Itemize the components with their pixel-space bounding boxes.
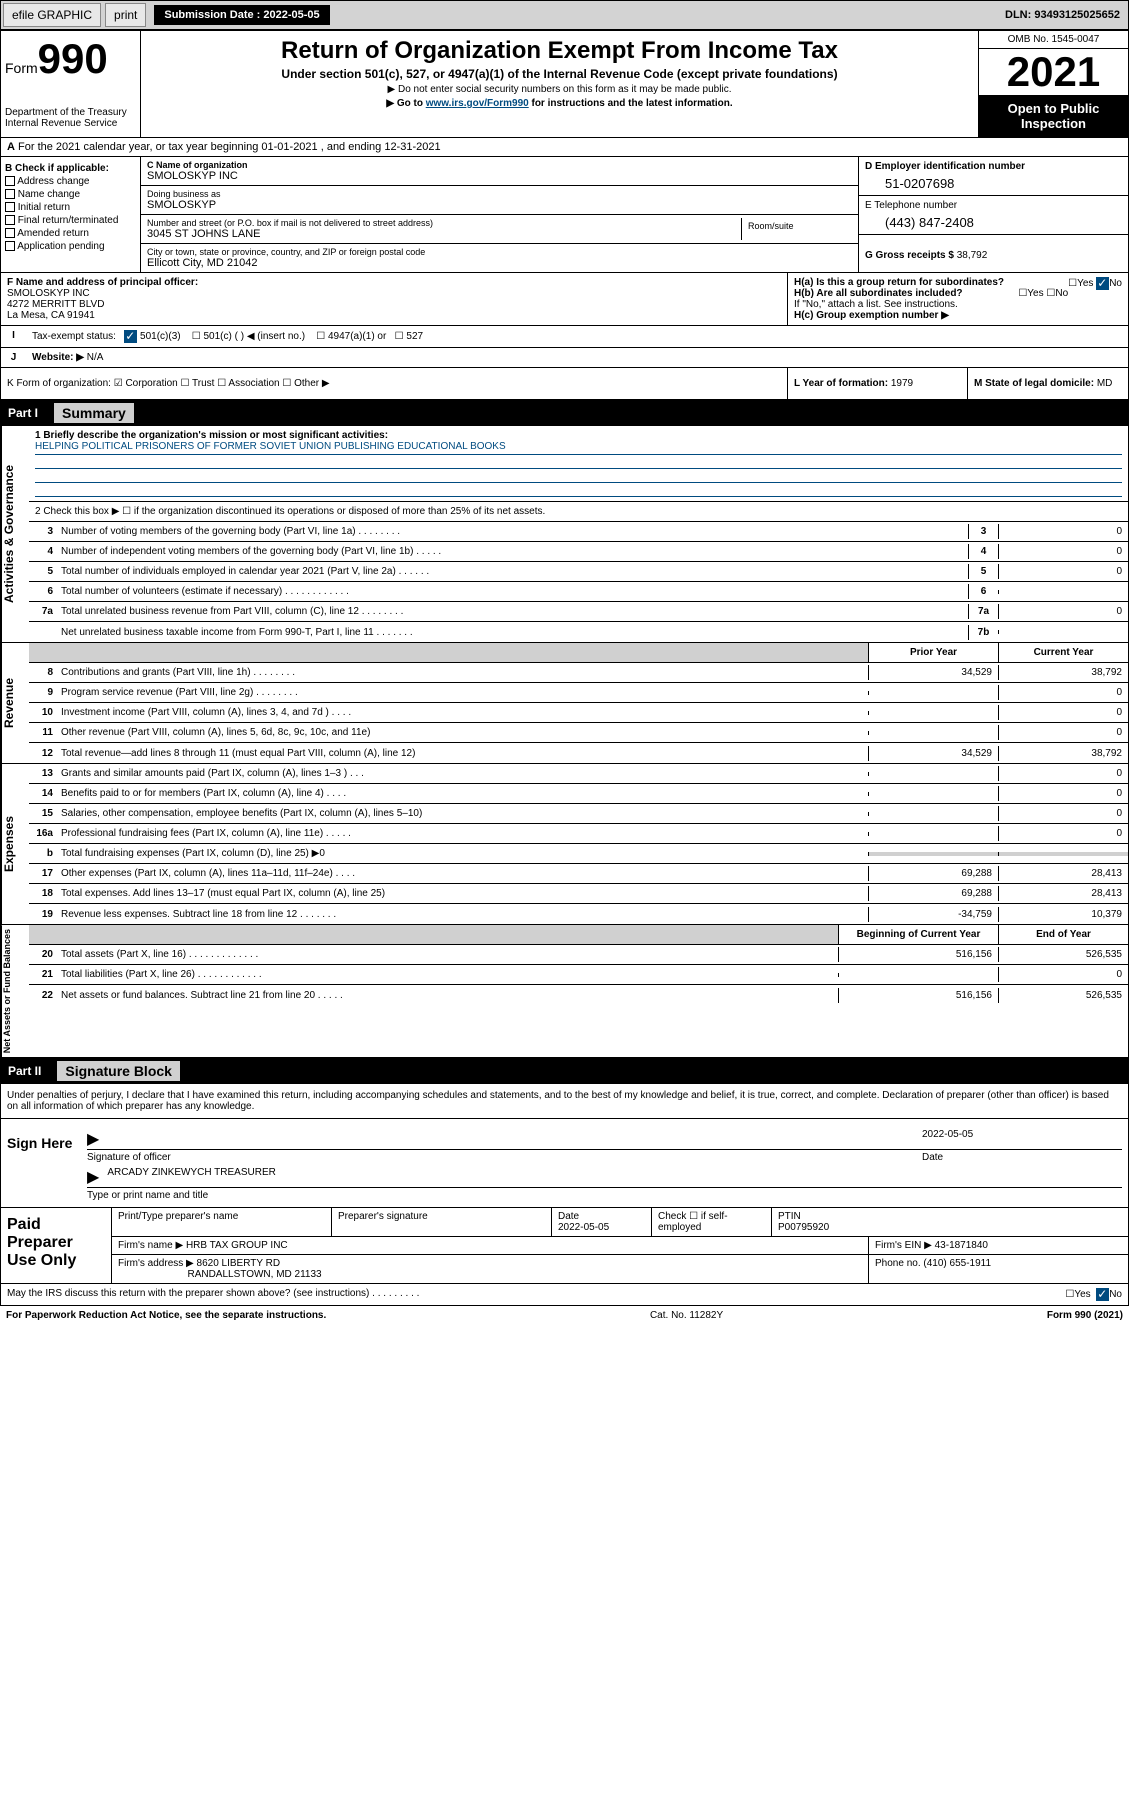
city-state-zip: Ellicott City, MD 21042 bbox=[147, 257, 852, 269]
state-domicile: MD bbox=[1097, 378, 1113, 389]
row-18: 18Total expenses. Add lines 13–17 (must … bbox=[29, 884, 1128, 904]
row-11: 11Other revenue (Part VIII, column (A), … bbox=[29, 723, 1128, 743]
row-15: 15Salaries, other compensation, employee… bbox=[29, 804, 1128, 824]
row-21: 21Total liabilities (Part X, line 26) . … bbox=[29, 965, 1128, 985]
ein: 51-0207698 bbox=[865, 172, 1122, 191]
501c3-checkbox bbox=[124, 330, 137, 343]
year-formation: 1979 bbox=[891, 378, 913, 389]
row-10: 10Investment income (Part VIII, column (… bbox=[29, 703, 1128, 723]
sign-here-label: Sign Here bbox=[1, 1119, 81, 1207]
row-13: 13Grants and similar amounts paid (Part … bbox=[29, 764, 1128, 784]
checkbox-name-change[interactable]: Name change bbox=[5, 189, 136, 200]
gov-row-4: 4Number of independent voting members of… bbox=[29, 542, 1128, 562]
line-a: A For the 2021 calendar year, or tax yea… bbox=[0, 138, 1129, 157]
dba-name: SMOLOSKYP bbox=[147, 199, 852, 211]
sidebar-net-assets: Net Assets or Fund Balances bbox=[1, 925, 29, 1057]
row-16a: 16aProfessional fundraising fees (Part I… bbox=[29, 824, 1128, 844]
dln-label: DLN: 93493125025652 bbox=[997, 5, 1128, 25]
org-name: SMOLOSKYP INC bbox=[147, 170, 852, 182]
form-subtitle: Under section 501(c), 527, or 4947(a)(1)… bbox=[145, 67, 974, 81]
form-prefix: Form bbox=[5, 60, 38, 76]
checkbox-address-change[interactable]: Address change bbox=[5, 176, 136, 187]
gov-row-7b: Net unrelated business taxable income fr… bbox=[29, 622, 1128, 642]
omb-number: OMB No. 1545-0047 bbox=[979, 31, 1128, 49]
form-number: 990 bbox=[38, 35, 108, 82]
paperwork-notice: For Paperwork Reduction Act Notice, see … bbox=[6, 1310, 326, 1321]
efile-label: efile GRAPHIC bbox=[3, 3, 101, 27]
open-public-label: Open to Public Inspection bbox=[979, 95, 1128, 137]
form-title: Return of Organization Exempt From Incom… bbox=[145, 37, 974, 65]
ptin: P00795920 bbox=[778, 1222, 829, 1233]
firm-phone: (410) 655-1911 bbox=[923, 1258, 991, 1269]
row-14: 14Benefits paid to or for members (Part … bbox=[29, 784, 1128, 804]
sidebar-governance: Activities & Governance bbox=[1, 426, 29, 642]
group-return-no-checkbox bbox=[1096, 277, 1109, 290]
gov-row-7a: 7aTotal unrelated business revenue from … bbox=[29, 602, 1128, 622]
gov-row-5: 5Total number of individuals employed in… bbox=[29, 562, 1128, 582]
checkbox-initial-return[interactable]: Initial return bbox=[5, 202, 136, 213]
checkbox-application-pending[interactable]: Application pending bbox=[5, 241, 136, 252]
telephone: (443) 847-2408 bbox=[865, 211, 1122, 230]
street-address: 3045 ST JOHNS LANE bbox=[147, 228, 741, 240]
gross-receipts: 38,792 bbox=[957, 250, 988, 261]
row-9: 9Program service revenue (Part VIII, lin… bbox=[29, 683, 1128, 703]
note-ssn: ▶ Do not enter social security numbers o… bbox=[145, 84, 974, 95]
sidebar-revenue: Revenue bbox=[1, 643, 29, 763]
mission-text: HELPING POLITICAL PRISONERS OF FORMER SO… bbox=[35, 441, 1122, 455]
sidebar-expenses: Expenses bbox=[1, 764, 29, 924]
top-toolbar: efile GRAPHIC print Submission Date : 20… bbox=[0, 0, 1129, 30]
row-b: bTotal fundraising expenses (Part IX, co… bbox=[29, 844, 1128, 864]
checkbox-final-return-terminated[interactable]: Final return/terminated bbox=[5, 215, 136, 226]
officer-signature-name: ARCADY ZINKEWYCH TREASURER bbox=[107, 1167, 276, 1187]
firm-address: 8620 LIBERTY RD bbox=[197, 1258, 281, 1269]
officer-name: SMOLOSKYP INC bbox=[7, 288, 90, 299]
irs-link[interactable]: www.irs.gov/Form990 bbox=[426, 98, 529, 109]
signature-declaration: Under penalties of perjury, I declare th… bbox=[0, 1084, 1129, 1119]
discuss-no-checkbox bbox=[1096, 1288, 1109, 1301]
row-22: 22Net assets or fund balances. Subtract … bbox=[29, 985, 1128, 1005]
website: N/A bbox=[87, 352, 104, 363]
gov-row-3: 3Number of voting members of the governi… bbox=[29, 522, 1128, 542]
print-button[interactable]: print bbox=[105, 3, 146, 27]
row-20: 20Total assets (Part X, line 16) . . . .… bbox=[29, 945, 1128, 965]
box-b-checkboxes: B Check if applicable: Address change Na… bbox=[1, 157, 141, 272]
firm-ein: 43-1871840 bbox=[935, 1240, 988, 1251]
row-19: 19Revenue less expenses. Subtract line 1… bbox=[29, 904, 1128, 924]
row-8: 8Contributions and grants (Part VIII, li… bbox=[29, 663, 1128, 683]
form-of-org: K Form of organization: ☑ Corporation ☐ … bbox=[1, 368, 788, 399]
form-header: Form990 Department of the Treasury Inter… bbox=[0, 30, 1129, 138]
firm-name: HRB TAX GROUP INC bbox=[186, 1240, 288, 1251]
form-version: Form 990 (2021) bbox=[1047, 1310, 1123, 1321]
cat-number: Cat. No. 11282Y bbox=[326, 1310, 1047, 1321]
checkbox-amended-return[interactable]: Amended return bbox=[5, 228, 136, 239]
dept-label: Department of the Treasury Internal Reve… bbox=[5, 107, 136, 129]
row-12: 12Total revenue—add lines 8 through 11 (… bbox=[29, 743, 1128, 763]
part1-header: Part I Summary bbox=[0, 400, 1129, 426]
paid-preparer-label: Paid Preparer Use Only bbox=[1, 1208, 111, 1283]
gov-row-6: 6Total number of volunteers (estimate if… bbox=[29, 582, 1128, 602]
tax-year: 2021 bbox=[979, 49, 1128, 95]
row-17: 17Other expenses (Part IX, column (A), l… bbox=[29, 864, 1128, 884]
submission-date: Submission Date : 2022-05-05 bbox=[154, 5, 329, 25]
part2-header: Part II Signature Block bbox=[0, 1058, 1129, 1084]
